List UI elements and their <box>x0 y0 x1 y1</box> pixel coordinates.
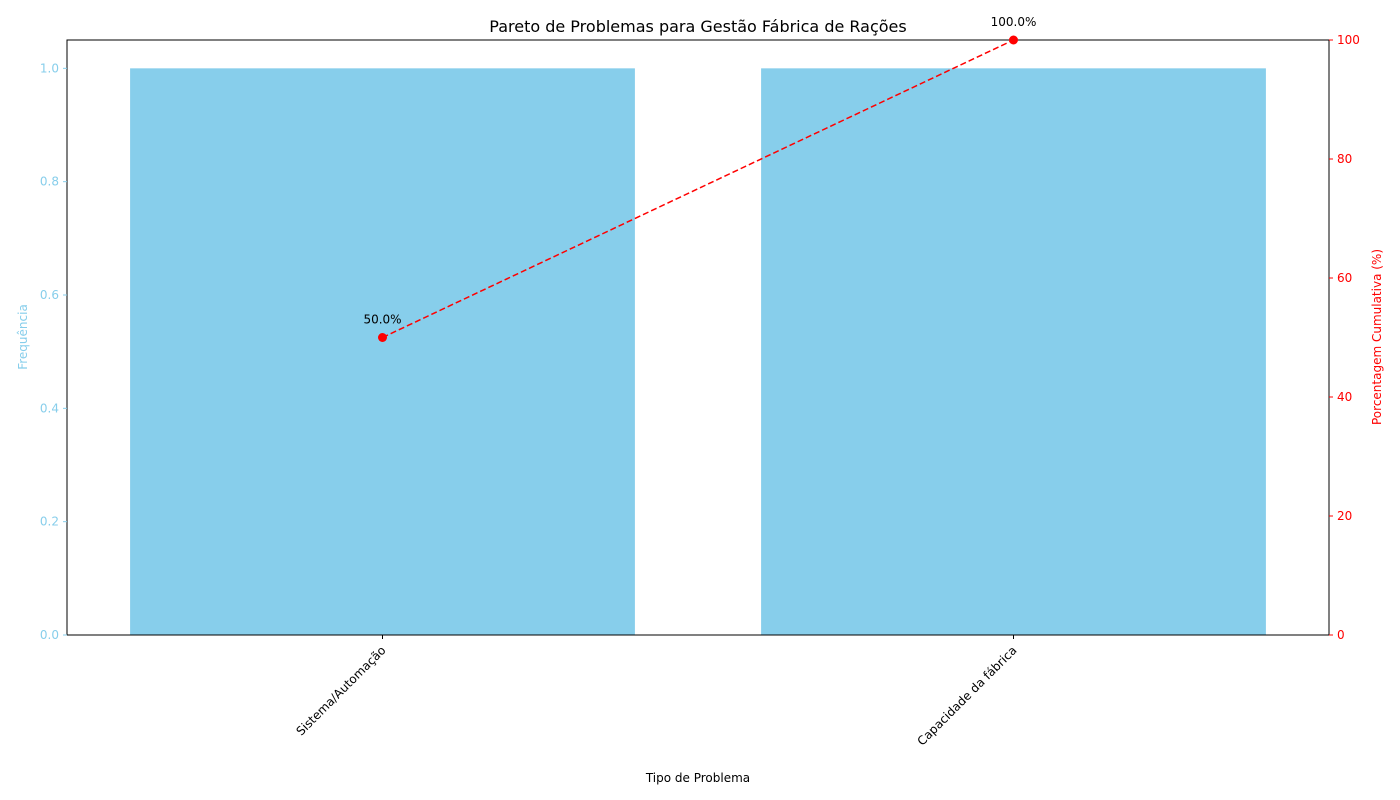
y-axis-label: Frequência <box>16 304 30 370</box>
cumulative-point <box>1009 35 1018 45</box>
y-tick-label: 0.6 <box>40 288 59 302</box>
y2-axis-label: Porcentagem Cumulativa (%) <box>1370 249 1384 425</box>
cumulative-line-group: 50.0% 100.0% <box>363 15 1036 342</box>
y2-tick-label: 40 <box>1337 390 1352 404</box>
y2-tick-label: 80 <box>1337 152 1352 166</box>
bar <box>761 68 1266 636</box>
y-tick-label: 0.2 <box>40 515 59 529</box>
cumulative-point-label: 100.0% <box>991 15 1037 29</box>
chart-title: Pareto de Problemas para Gestão Fábrica … <box>489 17 906 36</box>
cumulative-line <box>382 39 1014 339</box>
y2-tick-label: 20 <box>1337 509 1352 523</box>
bars-group <box>130 68 1266 636</box>
y-tick-label: 0.4 <box>40 401 59 415</box>
cumulative-point <box>378 333 387 342</box>
y-tick-label: 0.8 <box>40 175 59 189</box>
x-axis-label: Tipo de Problema <box>645 771 750 785</box>
y2-tick-label: 60 <box>1337 271 1352 285</box>
y-tick-label: 1.0 <box>40 61 59 75</box>
y-tick-label: 0.0 <box>40 628 59 642</box>
bar <box>130 68 635 636</box>
x-tick-label: Sistema/Automação <box>293 643 388 738</box>
x-tick-label: Capacidade da fábrica <box>915 643 1020 748</box>
plot-frame <box>66 39 1330 636</box>
y2-tick-label: 0 <box>1337 628 1345 642</box>
cumulative-point-label: 50.0% <box>363 313 401 327</box>
y2-tick-label: 100 <box>1337 33 1360 47</box>
